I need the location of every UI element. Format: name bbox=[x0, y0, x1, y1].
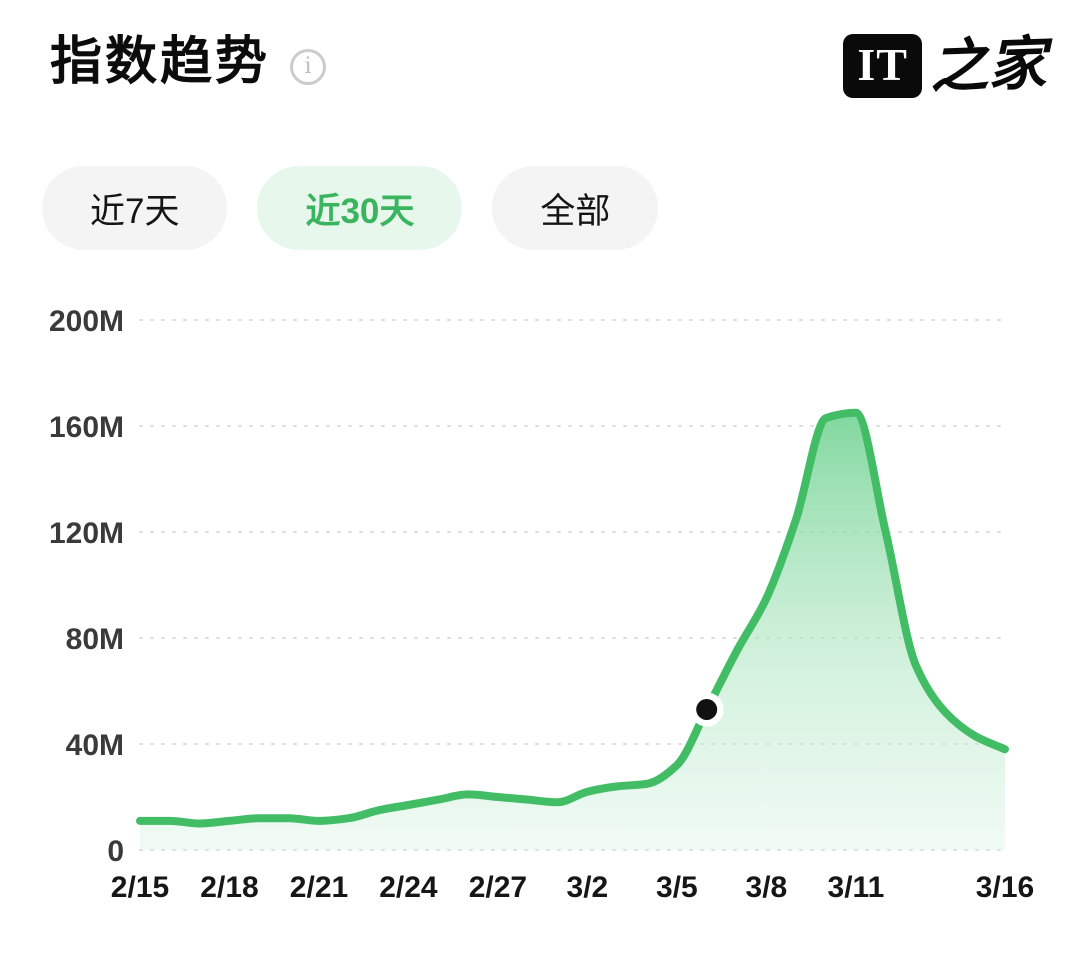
page-title: 指数趋势 bbox=[50, 33, 271, 91]
y-axis-tick-label: 160M bbox=[49, 411, 124, 444]
x-axis-tick-label: 3/8 bbox=[746, 871, 788, 904]
info-icon[interactable]: i bbox=[290, 48, 327, 85]
trend-chart: 0 40M 80M 120M 160M 200M 2/15 2/18 2/21 2/24 2/27 3… bbox=[0, 285, 1080, 945]
x-axis-tick-label: 3/16 bbox=[976, 871, 1034, 904]
marker-dot[interactable] bbox=[696, 699, 718, 720]
axis-labels-layer: 0 40M 80M 120M 160M 200M 2/15 2/18 2/21 2/24 2/27 3… bbox=[49, 305, 1034, 904]
header: 指数趋势 i IT 之家 bbox=[50, 30, 1048, 101]
tab-last-7-days[interactable]: 近7天 bbox=[42, 166, 228, 250]
x-axis-tick-label: 2/27 bbox=[469, 871, 527, 904]
trend-chart-svg[interactable]: 0 40M 80M 120M 160M 200M 2/15 2/18 2/21 2/24 2/27 3… bbox=[0, 285, 1080, 935]
y-axis-tick-label: 200M bbox=[49, 305, 124, 338]
tab-last-30-days[interactable]: 近30天 bbox=[257, 166, 463, 250]
tab-all[interactable]: 全部 bbox=[492, 166, 659, 250]
ithome-logo-it-box: IT bbox=[843, 34, 922, 98]
y-axis-tick-label: 80M bbox=[66, 623, 124, 656]
trend-line bbox=[136, 408, 1009, 828]
x-axis-tick-label: 3/5 bbox=[656, 871, 698, 904]
title-row: 指数趋势 i bbox=[50, 33, 327, 91]
x-axis-tick-label: 2/21 bbox=[290, 871, 348, 904]
series-layer bbox=[136, 408, 1009, 850]
x-axis-tick-label: 3/11 bbox=[828, 871, 885, 904]
area-fill bbox=[140, 412, 1005, 850]
time-range-tabs: 近7天 近30天 全部 bbox=[42, 166, 659, 250]
x-axis-tick-label: 2/24 bbox=[379, 871, 438, 904]
x-axis-tick-label: 2/15 bbox=[111, 871, 169, 904]
y-axis-tick-label: 120M bbox=[49, 517, 124, 550]
x-axis-tick-label: 2/18 bbox=[200, 871, 258, 904]
x-axis-tick-label: 3/2 bbox=[567, 871, 609, 904]
ithome-logo: IT 之家 bbox=[843, 30, 1048, 101]
y-axis-tick-label: 0 bbox=[107, 835, 124, 868]
y-axis-tick-label: 40M bbox=[66, 729, 124, 762]
ithome-logo-script: 之家 bbox=[928, 30, 1048, 101]
